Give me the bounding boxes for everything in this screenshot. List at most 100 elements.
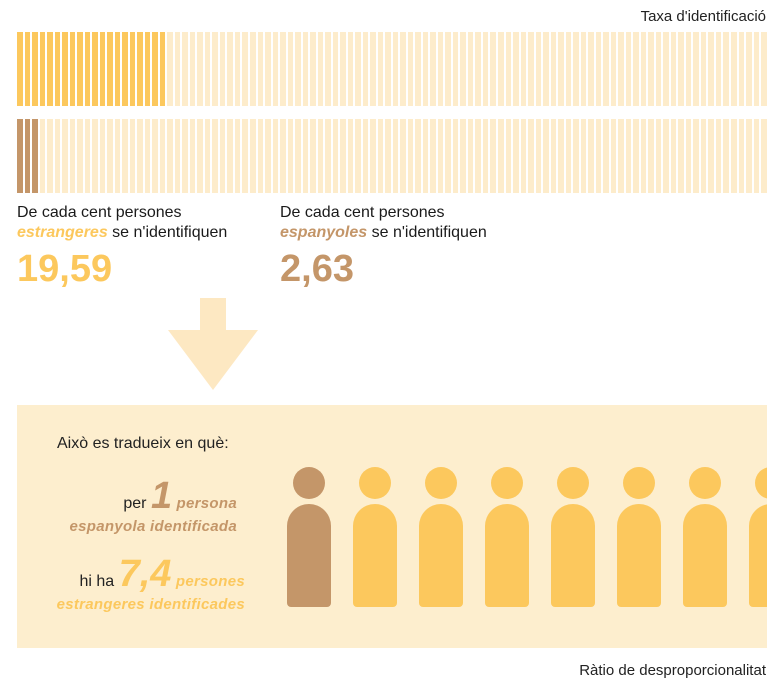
foreign-bar-tick	[385, 32, 391, 106]
spanish-bar-tick	[490, 119, 496, 193]
ratio-line2-sub: estrangeres identificades	[56, 596, 245, 613]
foreign-bar-tick	[520, 32, 527, 106]
spanish-bar-tick	[708, 119, 714, 193]
foreign-bar-tick	[415, 32, 421, 106]
foreign-bar-tick	[753, 32, 760, 106]
foreign-bar-tick	[54, 32, 61, 106]
disproportion-ratio-caption: Ràtio de desproporcionalitat	[579, 662, 766, 679]
spanish-stat-value: 2,63	[280, 248, 354, 290]
spanish-bar-tick	[340, 119, 346, 193]
ratio-line-foreign: hi ha 7,4 persones estrangeres identific…	[57, 553, 245, 614]
spanish-bar-tick	[377, 119, 384, 193]
spanish-person-icon	[287, 467, 331, 607]
spanish-bar-tick	[482, 119, 489, 193]
foreign-bar-tick	[242, 32, 248, 106]
spanish-bar-tick	[370, 119, 376, 193]
foreign-bar-tick	[565, 32, 572, 106]
spanish-bar-tick	[17, 119, 23, 193]
foreign-bar-tick	[24, 32, 31, 106]
foreign-person-icon	[683, 467, 727, 607]
spanish-bar-tick	[693, 119, 699, 193]
foreign-bar-tick	[129, 32, 136, 106]
spanish-bar-tick	[159, 119, 166, 193]
foreign-stat-value: 19,59	[17, 248, 113, 290]
foreign-bar-tick	[219, 32, 226, 106]
identification-rate-caption: Taxa d'identificació	[640, 8, 766, 25]
foreign-bar-tick	[17, 32, 23, 106]
spanish-bar-tick	[573, 119, 579, 193]
foreign-stat-emphasis: estrangeres	[17, 224, 108, 241]
foreign-bar-tick	[558, 32, 564, 106]
foreign-bar-tick	[92, 32, 98, 106]
foreign-bar-tick	[280, 32, 286, 106]
spanish-bar-tick	[272, 119, 279, 193]
spanish-bar-tick	[685, 119, 692, 193]
foreign-bar-tick	[144, 32, 151, 106]
spanish-bar-tick	[317, 119, 324, 193]
foreign-bar-tick	[197, 32, 203, 106]
ratio-line1-sub: espanyola identificada	[69, 518, 237, 535]
spanish-bar-tick	[54, 119, 61, 193]
spanish-bar-tick	[670, 119, 677, 193]
spanish-bar-tick	[69, 119, 76, 193]
foreign-bar-tick	[528, 32, 534, 106]
people-pictogram	[287, 467, 767, 607]
spanish-bar-tick	[137, 119, 143, 193]
spanish-bar-tick	[595, 119, 602, 193]
foreign-person-icon	[419, 467, 463, 607]
foreign-bar-tick	[595, 32, 602, 106]
spanish-bar-tick	[242, 119, 248, 193]
foreign-bar-tick	[62, 32, 68, 106]
foreign-bar-tick	[648, 32, 654, 106]
foreign-bar-tick	[693, 32, 699, 106]
spanish-bar-tick	[460, 119, 466, 193]
ratio-panel: Això es tradueix en què: per 1 persona e…	[17, 405, 767, 648]
spanish-bar-tick	[565, 119, 572, 193]
foreign-bar-tick	[189, 32, 196, 106]
spanish-bar-tick	[467, 119, 474, 193]
spanish-bar-tick	[618, 119, 624, 193]
spanish-bar-tick	[513, 119, 519, 193]
spanish-bar-tick	[265, 119, 271, 193]
spanish-bar-tick	[400, 119, 406, 193]
foreign-bar-tick	[249, 32, 256, 106]
foreign-bar-tick	[332, 32, 339, 106]
foreign-bar-tick	[340, 32, 346, 106]
foreign-bar-tick	[678, 32, 684, 106]
spanish-bar-tick	[603, 119, 609, 193]
spanish-bar-tick	[302, 119, 309, 193]
foreign-bar-tick	[430, 32, 436, 106]
foreign-bar-tick	[670, 32, 677, 106]
foreign-bar-tick	[347, 32, 354, 106]
spanish-bar-tick	[167, 119, 173, 193]
spanish-bar-tick	[295, 119, 301, 193]
foreign-bar-tick	[182, 32, 188, 106]
spanish-bar-tick	[99, 119, 106, 193]
spanish-bar-tick	[182, 119, 188, 193]
spanish-bar-tick	[212, 119, 218, 193]
foreign-bar-tick	[32, 32, 38, 106]
foreign-stat-line1: De cada cent persones	[17, 204, 182, 221]
foreign-bar-tick	[422, 32, 429, 106]
foreign-bar-tick	[84, 32, 91, 106]
foreign-bar-tick	[588, 32, 594, 106]
spanish-bar-tick	[257, 119, 264, 193]
foreign-bar-tick	[272, 32, 279, 106]
foreign-bar-tick	[685, 32, 692, 106]
spanish-bar-tick	[550, 119, 557, 193]
spanish-bar-tick	[655, 119, 662, 193]
down-arrow-icon	[168, 298, 258, 390]
foreign-bar-tick	[573, 32, 579, 106]
foreign-bar-tick	[174, 32, 181, 106]
foreign-bar-tick	[47, 32, 53, 106]
spanish-bar-tick	[723, 119, 729, 193]
foreign-bar-tick	[730, 32, 737, 106]
foreign-bar-tick	[663, 32, 669, 106]
foreign-stat: De cada cent persones estrangeres se n'i…	[17, 203, 227, 291]
spanish-bar-tick	[114, 119, 121, 193]
foreign-bar-tick	[490, 32, 496, 106]
foreign-bar-tick	[69, 32, 76, 106]
ratio-line2-word: persones	[175, 573, 245, 590]
spanish-bar-tick	[144, 119, 151, 193]
foreign-bar-tick	[445, 32, 451, 106]
